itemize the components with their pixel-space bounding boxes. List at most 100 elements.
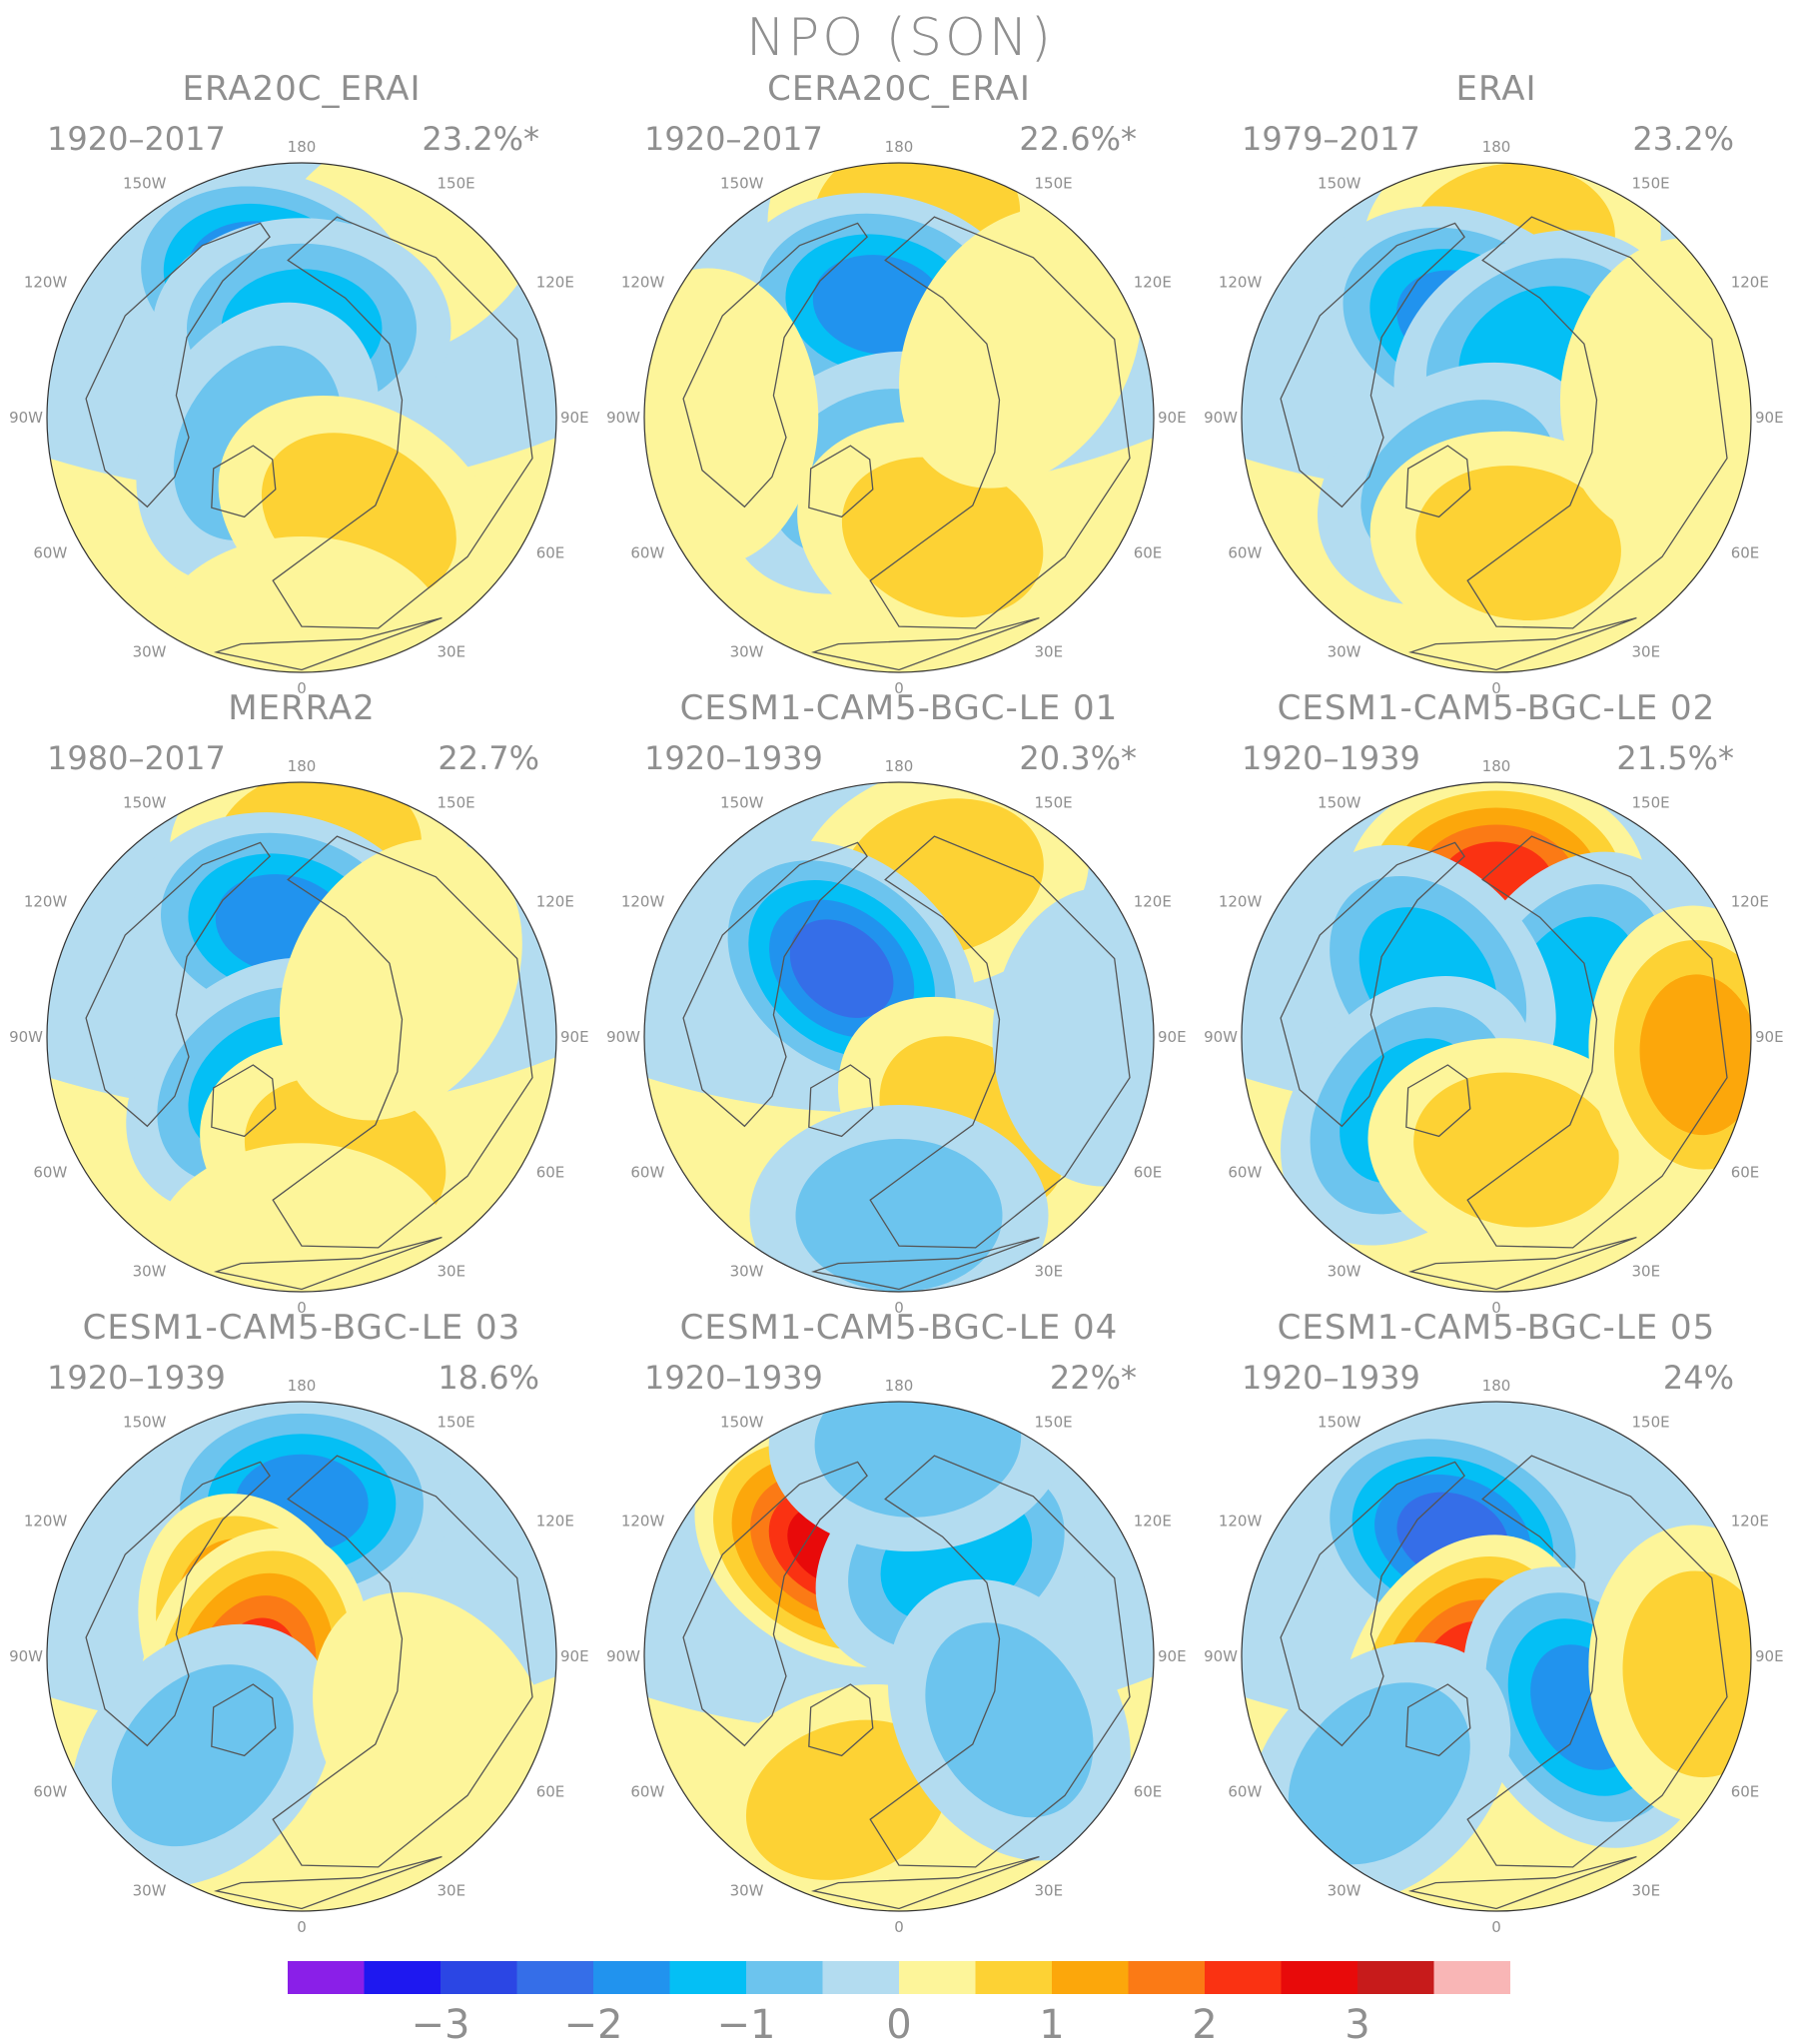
coastline xyxy=(1280,841,1465,1128)
lon-label-w90: 90W xyxy=(1204,1028,1238,1046)
lon-label-w150: 150W xyxy=(720,793,764,811)
lon-label-e60: 60E xyxy=(1731,544,1760,562)
anomaly-center-4 xyxy=(899,207,1142,489)
lon-label-e150: 150E xyxy=(1632,793,1670,811)
panel-variance: 21.5%* xyxy=(1616,739,1734,777)
colorbar-tick-label: 1 xyxy=(1039,2002,1064,2044)
lon-label-bottom: 0 xyxy=(894,1918,904,1936)
panel-variance: 22.6%* xyxy=(1019,120,1137,158)
lon-label-e150: 150E xyxy=(1632,174,1670,192)
lon-label-bottom: 0 xyxy=(1491,1299,1501,1317)
lon-label-w90: 90W xyxy=(1204,1647,1238,1665)
lon-label-e30: 30E xyxy=(1632,643,1661,661)
map-disc xyxy=(644,163,1154,672)
panel-variance: 22%* xyxy=(1050,1359,1137,1397)
colorbar-swatch xyxy=(746,1961,823,1994)
coastline xyxy=(1466,1455,1728,1868)
lon-label-e90: 90E xyxy=(1158,1028,1187,1046)
anomaly-center-5 xyxy=(152,1143,451,1292)
panel-period: 1920–1939 xyxy=(644,739,823,777)
lon-label-e60: 60E xyxy=(1731,1164,1760,1182)
lon-label-e60: 60E xyxy=(1134,544,1163,562)
map-panel-cesm1-cam5-bgc-le-02: 180 0 150W 150E 120W 120E 90W 90E 60W 60E 30W 30E CE… xyxy=(1204,688,1784,1317)
contour-level xyxy=(1639,974,1751,1136)
contour-level xyxy=(745,1719,948,1880)
lon-label-e90: 90E xyxy=(1158,409,1187,427)
lon-label-w60: 60W xyxy=(33,1164,67,1182)
coastline xyxy=(810,616,1040,671)
coastline xyxy=(85,222,271,509)
lon-label-w150: 150W xyxy=(720,1413,764,1431)
panel-variance: 23.2%* xyxy=(422,120,539,158)
panel-period: 1920–2017 xyxy=(644,120,823,158)
map-border xyxy=(1241,781,1752,1293)
lon-label-bottom: 0 xyxy=(1491,1918,1501,1936)
colorbar-swatch xyxy=(899,1961,976,1994)
lon-label-w150: 150W xyxy=(1318,174,1361,192)
colorbar-swatch xyxy=(1433,1961,1510,1994)
lon-label-w120: 120W xyxy=(24,1513,68,1531)
panel-variance: 23.2% xyxy=(1632,120,1734,158)
colorbar-swatch xyxy=(975,1961,1052,1994)
lon-label-top: 180 xyxy=(288,138,317,156)
lon-label-e120: 120E xyxy=(1134,274,1172,292)
map-border xyxy=(1241,1401,1752,1912)
coastline xyxy=(682,1461,868,1747)
map-border xyxy=(46,162,557,673)
lon-label-w150: 150W xyxy=(1318,1413,1361,1431)
colorbar-tick-label: −2 xyxy=(564,2002,623,2044)
lon-label-e150: 150E xyxy=(438,793,475,811)
anomaly-center-4 xyxy=(313,1591,555,1874)
panel-title: CESM1-CAM5-BGC-LE 03 xyxy=(83,1308,521,1348)
coastline xyxy=(1280,1461,1465,1747)
lon-label-top: 180 xyxy=(288,757,317,775)
coastline xyxy=(272,1455,533,1868)
map-border xyxy=(643,1401,1155,1912)
lon-label-top: 180 xyxy=(885,138,914,156)
map-panel-cesm1-cam5-bgc-le-01: 180 0 150W 150E 120W 120E 90W 90E 60W 60E 30W 30E CE… xyxy=(606,688,1187,1317)
anomaly-center-4 xyxy=(1367,1038,1665,1262)
panel-period: 1979–2017 xyxy=(1242,120,1420,158)
colorbar-swatch xyxy=(1205,1961,1282,1994)
panel-title: ERA20C_ERAI xyxy=(182,69,421,109)
coastline xyxy=(682,222,868,509)
lon-label-e60: 60E xyxy=(536,1783,565,1801)
lon-label-w60: 60W xyxy=(630,1783,664,1801)
lon-label-w60: 60W xyxy=(1228,544,1262,562)
contour-level xyxy=(1622,1570,1751,1778)
coastline xyxy=(85,1461,271,1747)
anomaly-center-5 xyxy=(152,536,451,672)
coastline xyxy=(682,841,868,1128)
lon-label-top: 180 xyxy=(885,1377,914,1395)
panel-period: 1920–1939 xyxy=(644,1359,823,1397)
panel-variance: 18.6% xyxy=(438,1359,539,1397)
lon-label-e30: 30E xyxy=(438,1263,466,1281)
contour-level xyxy=(1413,1072,1619,1228)
lon-label-e120: 120E xyxy=(1731,274,1769,292)
lon-label-w60: 60W xyxy=(630,544,664,562)
lon-label-e30: 30E xyxy=(438,1882,466,1900)
lon-label-w30: 30W xyxy=(133,1263,167,1281)
lon-label-e90: 90E xyxy=(1755,409,1784,427)
coastline xyxy=(810,1236,1040,1291)
lon-label-w90: 90W xyxy=(9,1647,43,1665)
coastlines xyxy=(682,216,1131,671)
map-panel-cesm1-cam5-bgc-le-05: 180 0 150W 150E 120W 120E 90W 90E 60W 60E 30W 30E CE… xyxy=(1204,1308,1784,1936)
coastline xyxy=(808,1683,874,1757)
coastline xyxy=(1405,445,1471,518)
lon-label-w30: 30W xyxy=(133,643,167,661)
colorbar-swatch xyxy=(1128,1961,1205,1994)
colorbar-swatch xyxy=(364,1961,441,1994)
panel-period: 1920–1939 xyxy=(1242,739,1420,777)
lon-label-e30: 30E xyxy=(438,643,466,661)
colorbar-swatch xyxy=(822,1961,899,1994)
coastline xyxy=(810,1855,1040,1910)
anomaly-center-4 xyxy=(992,887,1154,1187)
lon-label-w90: 90W xyxy=(606,409,640,427)
lon-label-e60: 60E xyxy=(536,1164,565,1182)
map-disc xyxy=(644,782,1154,1292)
lon-label-top: 180 xyxy=(1482,138,1511,156)
lon-label-e30: 30E xyxy=(1035,1882,1064,1900)
lon-label-w150: 150W xyxy=(123,1413,167,1431)
